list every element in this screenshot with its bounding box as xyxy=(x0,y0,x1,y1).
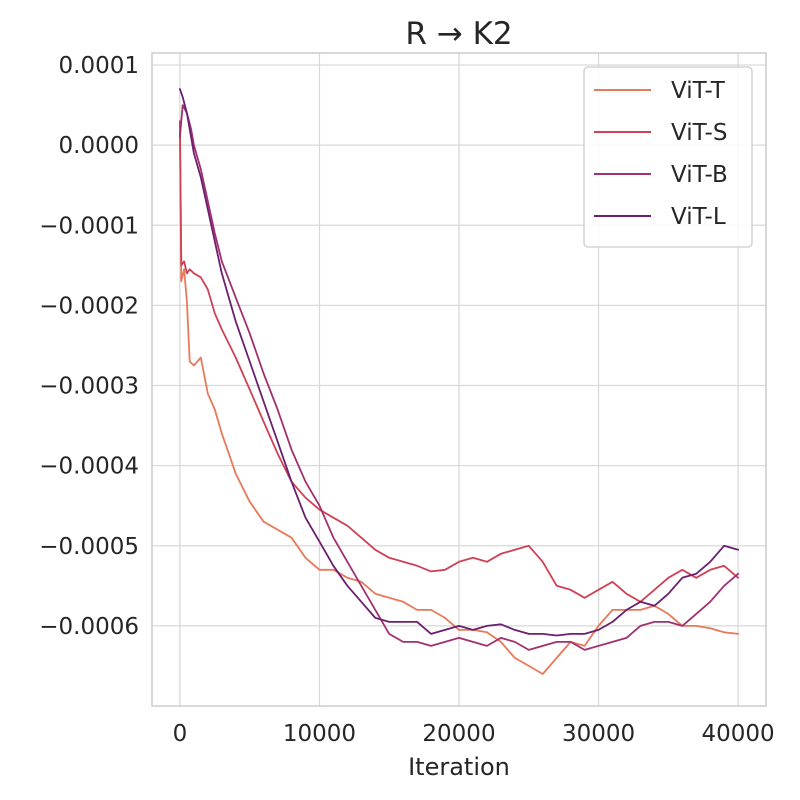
series-line-vit-l xyxy=(178,88,739,637)
series-line-vit-b xyxy=(178,104,739,651)
legend-label-vit-t: ViT-T xyxy=(671,78,726,104)
series-line-vit-t xyxy=(178,120,739,675)
plot-area-frame xyxy=(151,52,767,707)
y-tick-label: −0.0003 xyxy=(39,374,139,400)
y-tick-label: −0.0005 xyxy=(39,534,139,560)
y-tick-label: 0.0000 xyxy=(59,133,139,159)
y-tick-label: −0.0002 xyxy=(39,293,139,319)
x-tick-label: 0 xyxy=(173,721,188,747)
chart-title: R → K2 xyxy=(405,16,512,52)
legend: ViT-T ViT-S ViT-B ViT-L xyxy=(583,66,753,248)
y-tick-label: 0.0001 xyxy=(59,53,139,79)
x-tick-label: 20000 xyxy=(422,721,495,747)
legend-label-vit-b: ViT-B xyxy=(671,162,728,188)
series-lines xyxy=(178,88,739,675)
legend-box xyxy=(583,66,753,248)
tick-labels: 0 10000 20000 30000 40000 0.0001 0.0000 −0.0001… xyxy=(39,53,774,747)
legend-label-vit-l: ViT-L xyxy=(671,204,726,230)
legend-label-vit-s: ViT-S xyxy=(671,120,727,146)
x-tick-label: 10000 xyxy=(283,721,356,747)
grid-lines xyxy=(152,53,766,706)
y-tick-label: −0.0006 xyxy=(39,614,139,640)
x-axis-label: Iteration xyxy=(408,753,510,781)
y-tick-label: −0.0004 xyxy=(39,454,139,480)
y-tick-label: −0.0001 xyxy=(39,213,139,239)
series-line-vit-s xyxy=(178,120,739,603)
x-tick-label: 30000 xyxy=(562,721,635,747)
x-tick-label: 40000 xyxy=(702,721,775,747)
